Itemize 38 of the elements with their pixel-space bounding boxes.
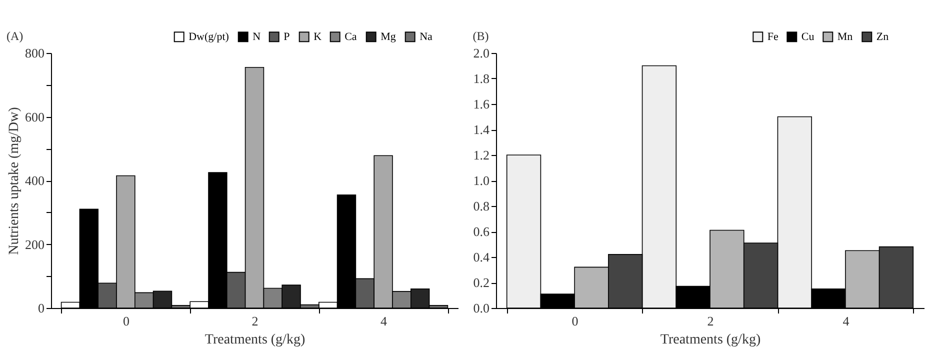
legend-label: Ca [344,30,357,43]
y-tick-label: 800 [25,46,44,60]
y-tick-label: 0.0 [473,300,490,316]
chart-title: (A) [6,29,24,43]
legend-label: Mg [380,30,396,43]
y-tick-label: 200 [25,236,44,252]
x-tick-label: 2 [252,314,258,328]
x-tick-label: 0 [572,314,578,328]
y-tick-label: 0.2 [473,275,490,290]
legend-label: N [252,30,261,43]
y-tick-label: 1.0 [473,173,490,188]
y-tick-label: 0.4 [473,250,490,264]
x-axis-title: Treatments (g/kg) [204,332,306,348]
legend-label: K [314,30,322,43]
x-tick-label: 2 [707,314,714,328]
y-tick-label: 0 [38,300,44,316]
y-tick-label: 1.6 [473,96,490,112]
y-tick-label: 2.0 [473,46,490,60]
legend-label: Dw(g/pt) [188,30,230,43]
legend-label: P [284,30,290,43]
x-tick-label: 4 [842,314,850,328]
chart-title: (B) [472,29,489,43]
y-tick-label: 0.8 [473,198,490,214]
y-tick-label: 1.2 [473,148,490,162]
legend-label: Na [420,30,433,43]
legend-label: Cu [801,30,815,43]
x-axis-title: Treatments (g/kg) [660,332,761,348]
y-tick-label: 0.6 [473,224,490,239]
x-tick-label: 4 [380,314,388,328]
y-axis-title: Nutrients uptake (mg/Dw) [7,106,22,255]
y-tick-label: 1.4 [473,122,490,137]
legend-label: Zn [876,30,890,43]
x-tick-label: 0 [122,314,130,328]
y-tick-label: 400 [25,173,44,188]
legend-label: Mn [837,30,854,43]
legend-label: Fe [767,30,779,43]
y-tick-label: 1.8 [473,71,490,86]
y-tick-label: 600 [25,109,44,124]
